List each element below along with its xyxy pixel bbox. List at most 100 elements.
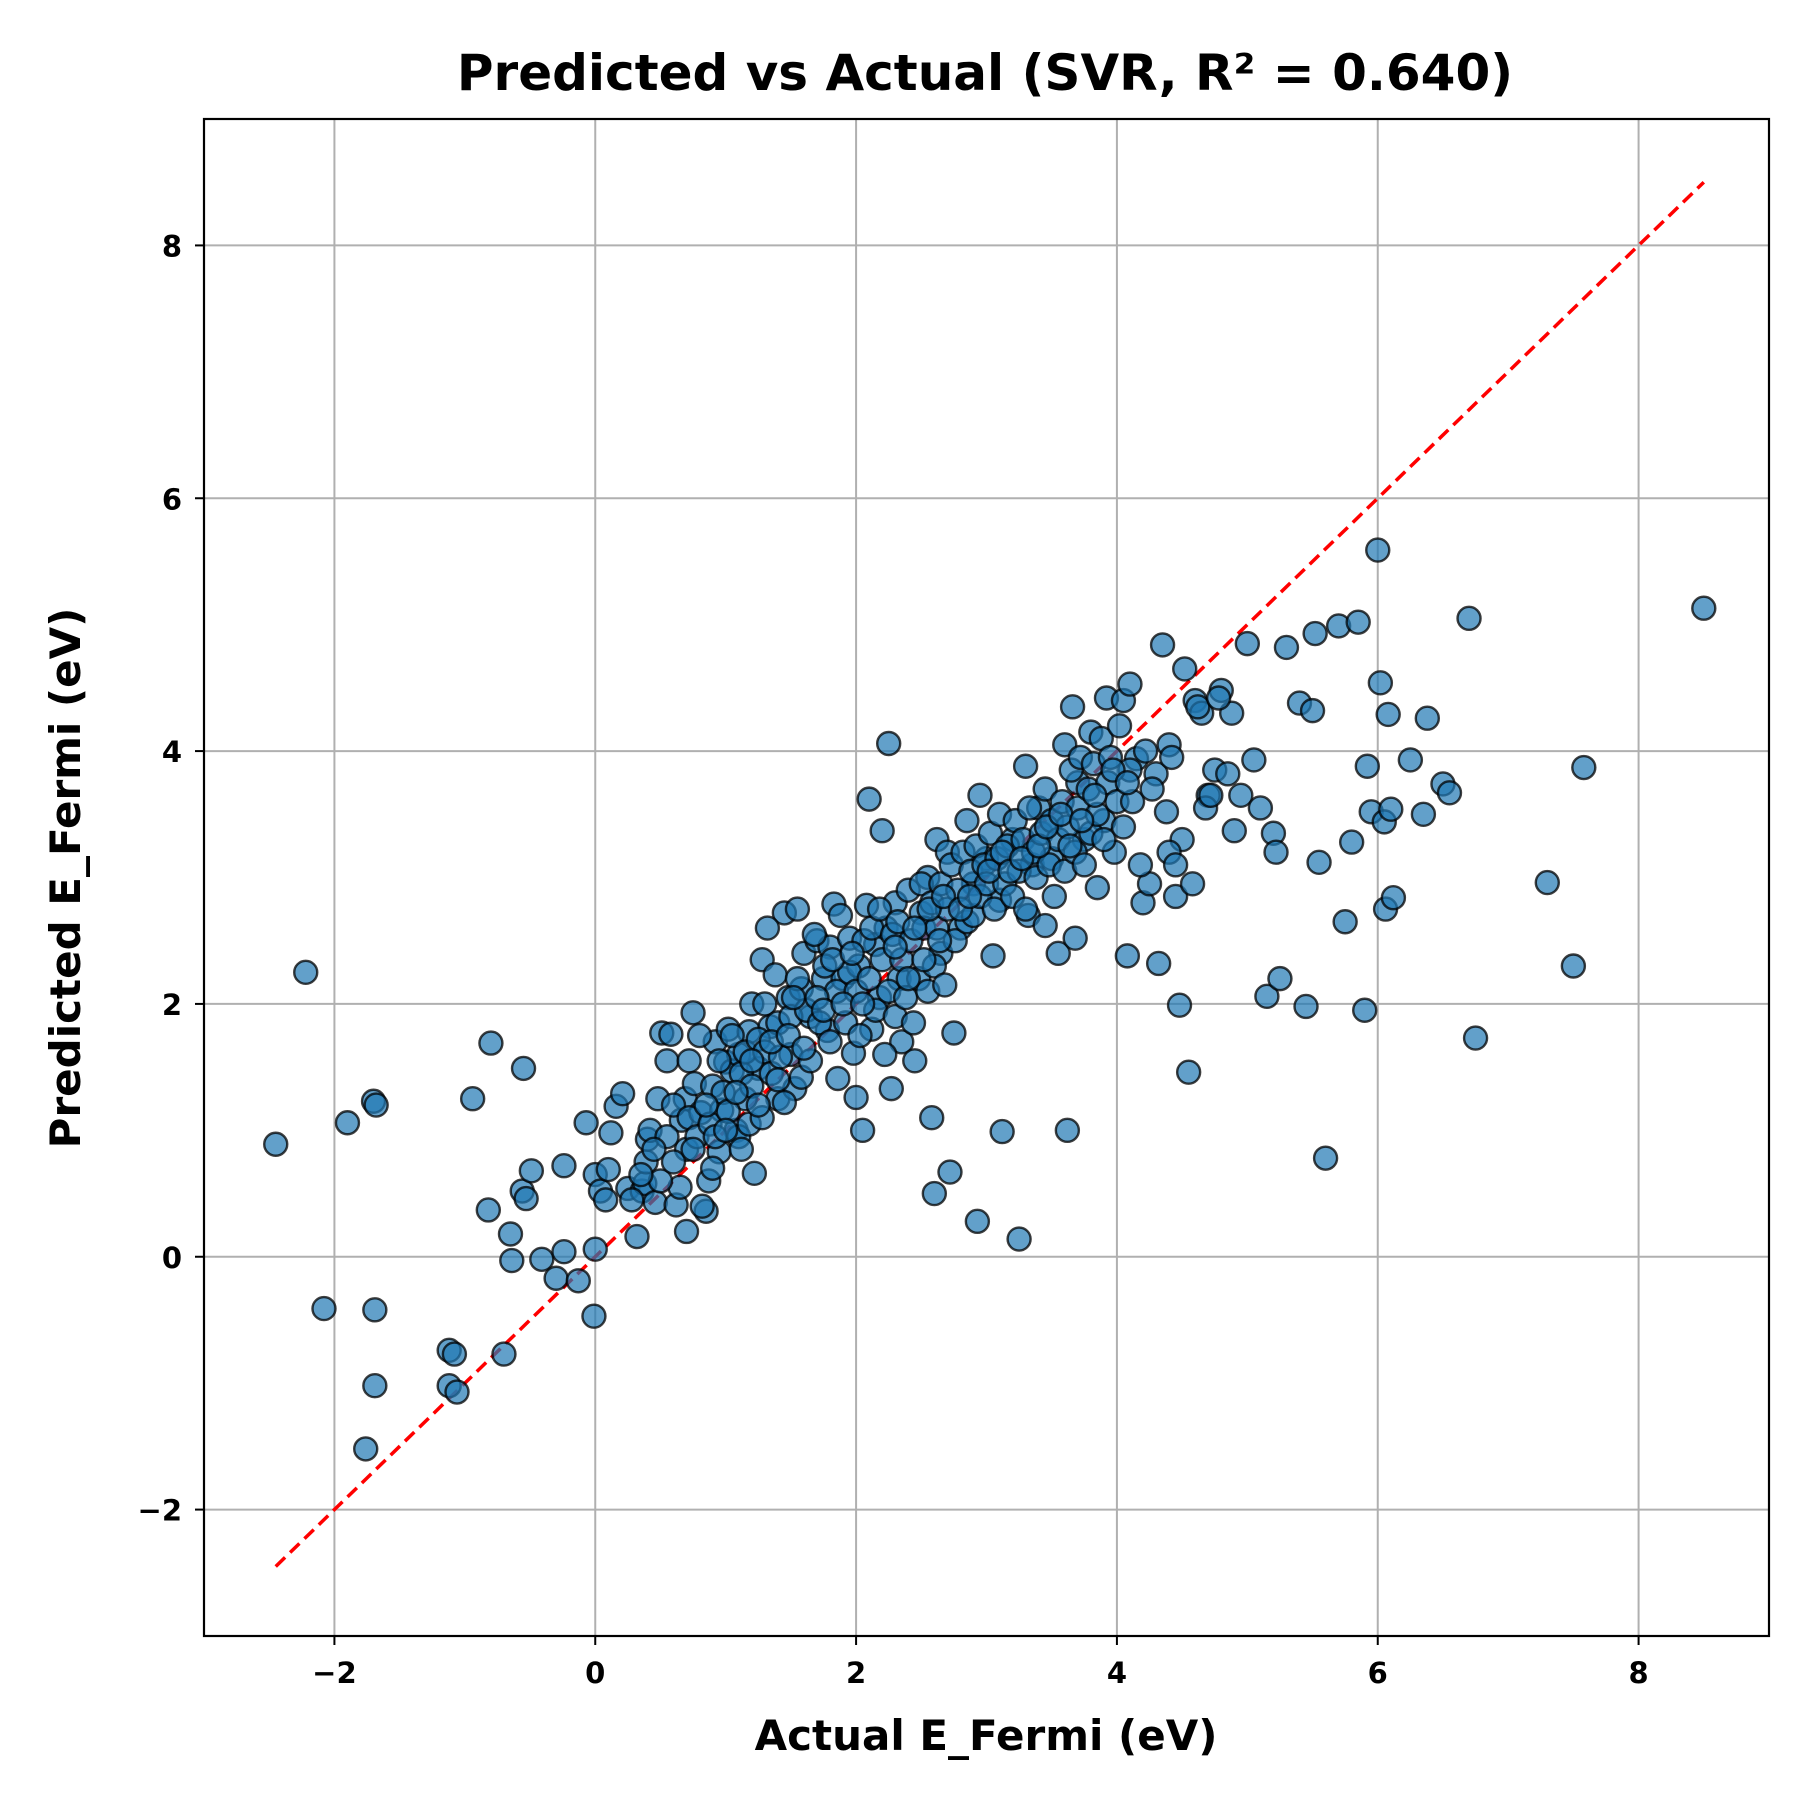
data-point bbox=[1175, 1059, 1202, 1085]
data-point bbox=[1045, 940, 1071, 967]
data-point bbox=[1117, 671, 1143, 697]
data-point bbox=[849, 1117, 876, 1144]
data-point bbox=[551, 1153, 577, 1179]
data-point bbox=[624, 1223, 650, 1250]
data-point bbox=[825, 1065, 851, 1092]
data-point bbox=[1273, 634, 1300, 661]
data-point bbox=[919, 1104, 945, 1131]
data-point bbox=[889, 1029, 915, 1055]
data-point bbox=[499, 1247, 525, 1274]
data-point bbox=[573, 1110, 599, 1136]
data-point bbox=[543, 1265, 569, 1291]
data-point bbox=[839, 940, 865, 967]
data-point bbox=[1293, 993, 1319, 1020]
data-point bbox=[581, 1303, 607, 1329]
data-point bbox=[1110, 814, 1137, 840]
data-point bbox=[1436, 780, 1463, 806]
data-point bbox=[1054, 1117, 1081, 1144]
data-point bbox=[1198, 782, 1224, 809]
data-point bbox=[1179, 871, 1206, 897]
data-point bbox=[1114, 769, 1141, 796]
data-point bbox=[1332, 909, 1358, 935]
y-tick-label: 6 bbox=[162, 482, 182, 516]
data-point bbox=[1162, 852, 1189, 878]
data-point bbox=[1571, 754, 1597, 781]
data-point bbox=[956, 883, 983, 910]
data-point bbox=[856, 965, 882, 992]
data-point bbox=[911, 946, 937, 973]
data-point bbox=[518, 1158, 545, 1184]
data-point bbox=[1071, 852, 1098, 878]
data-point bbox=[362, 1372, 388, 1399]
data-point bbox=[1241, 747, 1267, 773]
data-point bbox=[930, 883, 957, 910]
data-point bbox=[1410, 801, 1437, 827]
data-point bbox=[1041, 883, 1068, 910]
data-point bbox=[362, 1297, 388, 1323]
x-tick-label: 0 bbox=[585, 1656, 605, 1690]
data-point bbox=[827, 902, 854, 929]
data-point bbox=[875, 730, 902, 757]
data-point bbox=[1153, 799, 1180, 825]
data-point bbox=[311, 1295, 337, 1322]
data-point bbox=[1127, 852, 1154, 878]
data-point bbox=[565, 1268, 591, 1294]
data-point bbox=[1057, 833, 1083, 859]
data-point bbox=[1354, 753, 1381, 779]
x-axis-label: Actual E_Fermi (eV) bbox=[755, 1711, 1218, 1760]
data-point bbox=[497, 1221, 524, 1247]
data-point bbox=[719, 1022, 745, 1049]
x-tick-label: 4 bbox=[1107, 1656, 1127, 1690]
data-point bbox=[900, 1010, 927, 1036]
x-tick-label: 2 bbox=[846, 1656, 866, 1690]
data-point bbox=[1397, 747, 1424, 773]
data-point bbox=[1380, 885, 1407, 911]
data-point bbox=[680, 1000, 706, 1026]
data-point bbox=[676, 1048, 702, 1074]
data-point bbox=[513, 1185, 539, 1212]
data-point bbox=[1149, 632, 1176, 658]
data-point bbox=[619, 1187, 645, 1213]
data-point bbox=[642, 1189, 668, 1216]
data-point bbox=[660, 1149, 687, 1175]
data-point bbox=[1062, 925, 1088, 951]
data-point bbox=[293, 959, 319, 986]
x-tick-label: −2 bbox=[312, 1656, 356, 1690]
data-point bbox=[363, 1092, 389, 1118]
data-point bbox=[628, 1161, 654, 1188]
data-point bbox=[1254, 983, 1280, 1010]
data-point bbox=[872, 1041, 898, 1068]
data-point bbox=[1215, 761, 1241, 787]
data-point bbox=[954, 807, 980, 834]
grid-lines bbox=[204, 119, 1769, 1636]
data-point bbox=[1306, 849, 1332, 876]
data-point bbox=[699, 1155, 726, 1181]
data-point bbox=[475, 1197, 502, 1223]
data-point bbox=[1375, 701, 1401, 728]
data-point bbox=[441, 1341, 468, 1367]
y-tick-label: 0 bbox=[162, 1241, 182, 1275]
data-point bbox=[1106, 713, 1133, 739]
data-point bbox=[1312, 1145, 1339, 1171]
data-point bbox=[1016, 795, 1043, 821]
y-tick-label: 4 bbox=[162, 735, 182, 769]
data-point bbox=[754, 915, 781, 941]
data-point bbox=[1032, 776, 1058, 802]
data-point bbox=[762, 962, 788, 988]
data-point bbox=[843, 1084, 869, 1111]
data-point bbox=[866, 896, 893, 922]
y-tick-label: −2 bbox=[138, 1494, 182, 1528]
data-point bbox=[1263, 839, 1289, 865]
data-point bbox=[1462, 1025, 1489, 1051]
data-point bbox=[673, 1218, 700, 1245]
data-point bbox=[926, 928, 953, 954]
data-point bbox=[739, 1048, 765, 1074]
data-point bbox=[1267, 965, 1293, 992]
data-point bbox=[849, 991, 876, 1017]
data-point bbox=[801, 921, 828, 948]
data-point bbox=[1162, 883, 1189, 910]
data-point bbox=[693, 1092, 719, 1118]
data-point bbox=[869, 818, 895, 844]
data-point bbox=[1352, 997, 1378, 1023]
